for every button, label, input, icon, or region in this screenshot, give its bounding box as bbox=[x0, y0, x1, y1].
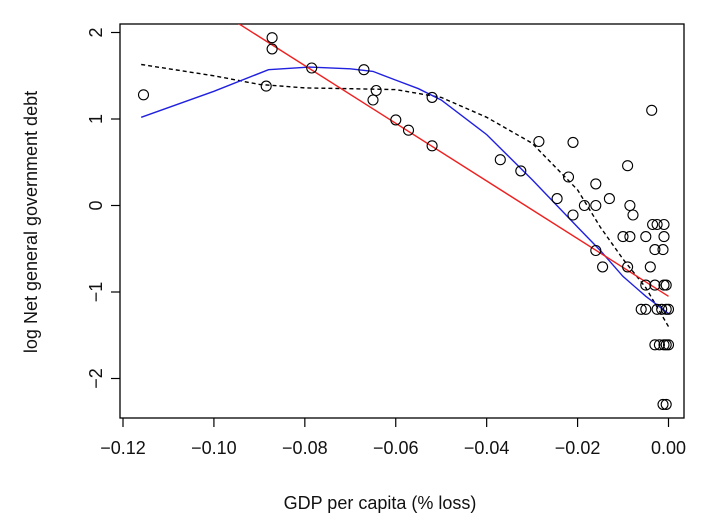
scatter-point bbox=[562, 171, 575, 183]
scatter-point bbox=[402, 124, 415, 136]
series-line-2 bbox=[237, 24, 669, 297]
scatter-point bbox=[260, 80, 272, 92]
scatter-point bbox=[662, 339, 675, 351]
scatter-point bbox=[657, 398, 669, 410]
scatter-point bbox=[658, 279, 670, 291]
scatter-point bbox=[533, 135, 545, 148]
series-line-1 bbox=[140, 66, 669, 315]
scatter-point bbox=[306, 62, 318, 74]
x-axis-title: GDP per capita (% loss) bbox=[284, 493, 477, 513]
y-tick-label: 2 bbox=[86, 27, 106, 37]
plot-box bbox=[119, 23, 685, 419]
scatter-point bbox=[646, 104, 658, 116]
scatter-point bbox=[358, 64, 370, 76]
x-axis: −0.12 −0.10 −0.08 −0.06 −0.04 −0.02 0.00 bbox=[100, 418, 686, 458]
scatter-point bbox=[660, 339, 672, 351]
scatter-point bbox=[590, 178, 602, 190]
scatter-point bbox=[651, 218, 663, 231]
scatter-point bbox=[622, 160, 634, 172]
scatter-point bbox=[649, 279, 661, 291]
scatter-point bbox=[640, 231, 652, 243]
scatter-point bbox=[266, 43, 278, 55]
x-tick-label: −0.10 bbox=[191, 438, 237, 458]
scatter-point bbox=[657, 244, 669, 256]
scatter-point bbox=[578, 199, 590, 212]
scatter-point bbox=[624, 199, 636, 212]
scatter-point bbox=[266, 32, 278, 44]
scatter-point bbox=[494, 154, 506, 166]
y-axis: −2 −1 0 1 2 bbox=[86, 27, 120, 389]
scatter-point bbox=[656, 303, 668, 315]
scatter-point bbox=[515, 165, 527, 177]
x-tick-label: 0.00 bbox=[651, 438, 686, 458]
scatter-point bbox=[635, 303, 647, 315]
scatter-point bbox=[640, 279, 652, 291]
scatter-point bbox=[590, 199, 602, 212]
scatter-point bbox=[660, 398, 672, 410]
scatter-point bbox=[590, 244, 602, 257]
x-tick-label: −0.04 bbox=[464, 438, 510, 458]
scatter-point bbox=[137, 89, 150, 101]
series-lines bbox=[140, 24, 670, 327]
scatter-point bbox=[622, 261, 634, 273]
scatter-point bbox=[660, 279, 672, 291]
plot-frame bbox=[119, 23, 685, 419]
x-tick-label: −0.08 bbox=[282, 438, 328, 458]
scatter-point bbox=[551, 193, 563, 205]
scatter-points bbox=[137, 32, 675, 410]
scatter-point bbox=[603, 193, 615, 205]
scatter-point bbox=[647, 218, 659, 231]
scatter-point bbox=[640, 303, 652, 315]
scatter-point bbox=[567, 209, 579, 221]
y-tick-label: −2 bbox=[86, 368, 106, 389]
scatter-point bbox=[649, 339, 661, 351]
x-tick-label: −0.12 bbox=[100, 438, 146, 458]
y-tick-label: 1 bbox=[86, 114, 106, 124]
x-tick-label: −0.02 bbox=[555, 438, 601, 458]
scatter-point bbox=[567, 136, 579, 148]
scatter-point bbox=[426, 140, 438, 152]
y-tick-label: 0 bbox=[86, 200, 106, 210]
y-axis-title: log Net general government debt bbox=[21, 91, 41, 353]
scatter-point bbox=[627, 209, 639, 221]
scatter-point bbox=[390, 114, 402, 126]
scatter-point bbox=[649, 244, 661, 256]
scatter-point bbox=[426, 91, 438, 103]
scatter-point bbox=[651, 303, 663, 315]
scatter-point bbox=[658, 231, 670, 243]
scatter-point bbox=[367, 94, 379, 106]
scatter-point bbox=[597, 261, 609, 273]
scatter-point bbox=[370, 84, 382, 97]
y-tick-label: −1 bbox=[86, 282, 106, 303]
scatter-point bbox=[644, 261, 656, 273]
scatter-point bbox=[653, 339, 665, 351]
scatter-point bbox=[658, 218, 670, 231]
scatter-point bbox=[617, 231, 629, 243]
x-tick-label: −0.06 bbox=[373, 438, 419, 458]
dashed-fit-line bbox=[141, 63, 670, 327]
scatter-point bbox=[624, 231, 636, 243]
scatter-point bbox=[662, 303, 675, 315]
